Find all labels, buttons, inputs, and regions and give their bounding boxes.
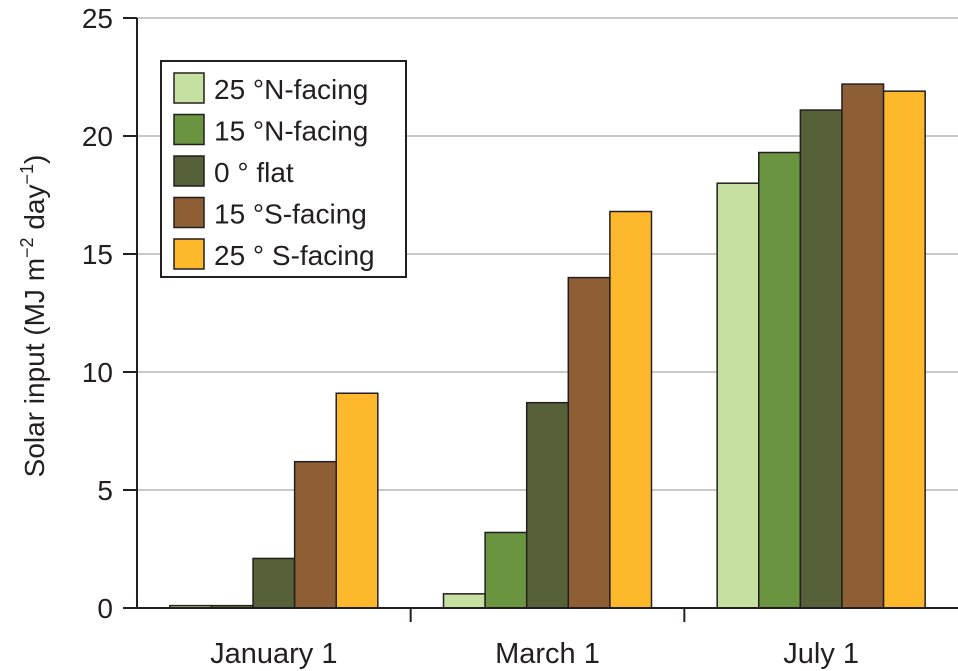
y-tick-label: 0 [97, 593, 113, 624]
legend-label: 0 ° flat [214, 157, 294, 188]
y-axis-label-mid: day [19, 184, 50, 237]
y-tick-label: 15 [82, 239, 113, 270]
x-axis-ticks: January 1 March 1 July 1 [210, 608, 859, 670]
y-tick-label: 5 [97, 475, 113, 506]
legend-label: 25 ° S-facing [214, 240, 375, 271]
bar [484, 531, 528, 609]
bar [799, 109, 843, 609]
bar [758, 151, 802, 609]
bar [841, 83, 885, 609]
bar [525, 401, 570, 609]
y-axis-label-exp2: −1 [17, 164, 37, 185]
bar [567, 276, 611, 609]
bar [293, 460, 337, 609]
axes [136, 18, 958, 609]
legend: 25 °N-facing 15 °N-facing 0 ° flat 15 °S-fa… [160, 60, 407, 278]
legend-swatch [173, 113, 205, 146]
legend-label: 15 °N-facing [214, 116, 368, 147]
bar [335, 392, 379, 609]
y-tick-label: 20 [82, 121, 113, 152]
bar [442, 593, 486, 609]
x-tick-label: March 1 [495, 638, 600, 670]
y-axis-label-exp1: −2 [17, 237, 37, 258]
legend-label: 25 °N-facing [214, 74, 368, 105]
y-tick-label: 10 [82, 357, 113, 388]
y-axis-label-prefix: Solar input (MJ m [19, 258, 50, 477]
legend-swatch [173, 196, 205, 229]
x-tick-label: January 1 [210, 638, 337, 670]
legend-swatch [173, 72, 205, 104]
bar [882, 90, 926, 609]
bars [169, 83, 926, 609]
bar [716, 182, 760, 609]
legend-swatch [173, 238, 205, 270]
y-axis-ticks: 0 5 10 15 20 25 [82, 3, 137, 624]
x-tick-label: July 1 [783, 638, 859, 670]
legend-label: 15 °S-facing [214, 199, 367, 230]
y-axis-label: Solar input (MJ m−2 day−1) [17, 155, 50, 478]
bar [252, 557, 296, 609]
y-axis-label-suffix: ) [19, 155, 50, 164]
legend-swatch [173, 155, 205, 187]
y-tick-label: 25 [82, 3, 113, 34]
bar [609, 210, 653, 609]
